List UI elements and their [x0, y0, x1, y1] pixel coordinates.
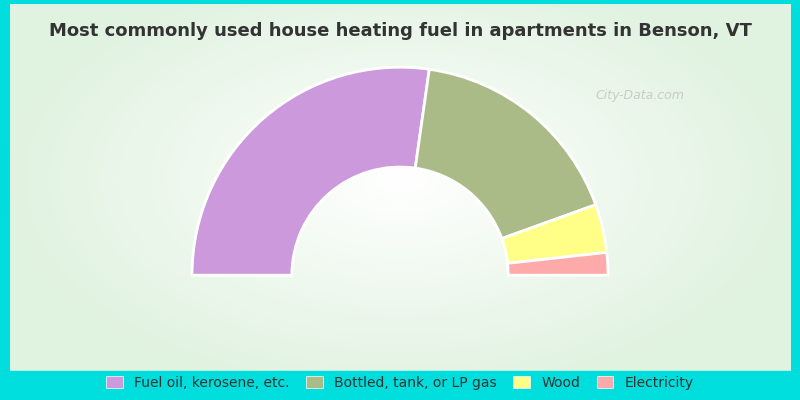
Bar [10, 371, 790, 372]
Legend: Fuel oil, kerosene, etc., Bottled, tank, or LP gas, Wood, Electricity: Fuel oil, kerosene, etc., Bottled, tank,… [102, 372, 698, 394]
Wedge shape [192, 67, 430, 275]
Wedge shape [507, 252, 608, 275]
Wedge shape [502, 205, 606, 263]
Text: Most commonly used house heating fuel in apartments in Benson, VT: Most commonly used house heating fuel in… [49, 22, 751, 40]
Wedge shape [415, 69, 596, 238]
Text: City-Data.com: City-Data.com [595, 90, 685, 102]
